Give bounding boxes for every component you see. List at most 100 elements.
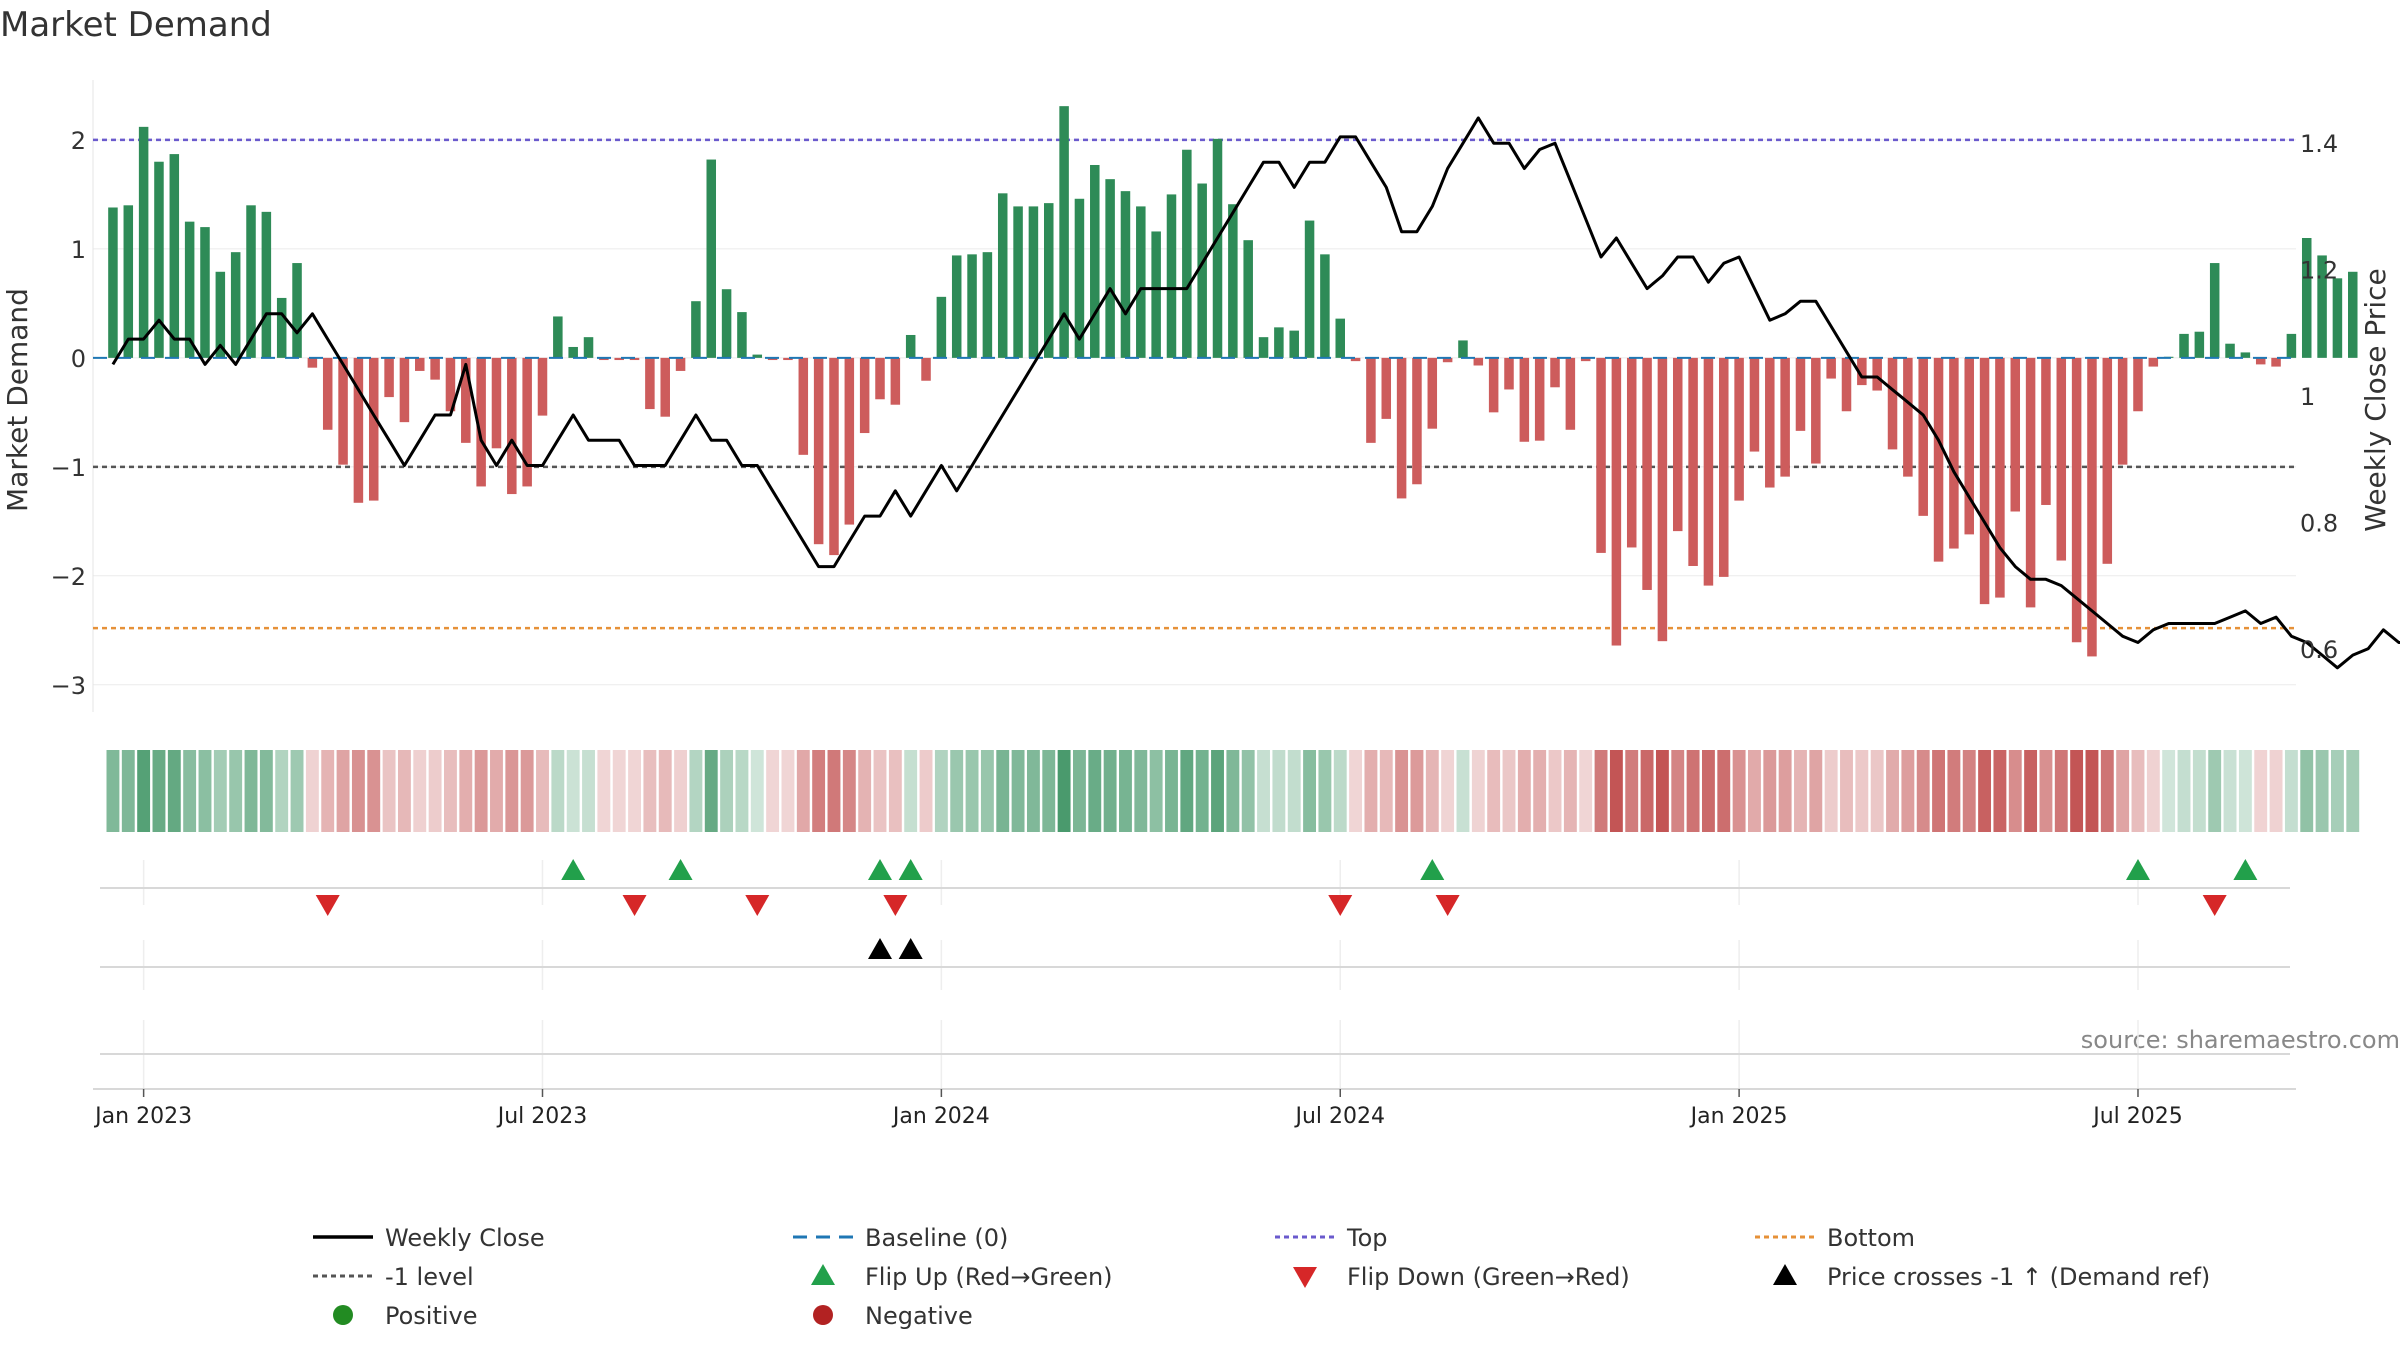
heat-cell: [934, 750, 948, 832]
heat-cell: [1794, 750, 1807, 832]
heat-cell: [1502, 750, 1516, 832]
heat-cell: [1855, 750, 1869, 832]
demand-bar: [2010, 357, 2021, 512]
heat-cell: [1241, 750, 1255, 832]
demand-bar: [1719, 357, 1729, 577]
heat-cell: [766, 750, 780, 832]
demand-bar: [1059, 106, 1069, 358]
heat-cell: [1026, 750, 1040, 832]
heat-cell: [2284, 750, 2298, 832]
demand-bar: [614, 357, 624, 361]
flip-up-marker: [2233, 859, 2258, 880]
heat-cell: [2039, 750, 2053, 832]
heat-cell: [1487, 750, 1501, 832]
demand-bar: [1857, 357, 1867, 386]
demand-bar: [2225, 343, 2235, 358]
demand-bar: [384, 357, 394, 398]
heat-cell: [704, 750, 718, 832]
demand-bar: [1826, 357, 1836, 379]
y-tick-label: −3: [51, 672, 86, 700]
demand-bar: [276, 297, 287, 358]
heat-cell: [536, 750, 549, 832]
demand-bar: [691, 301, 701, 358]
heat-cell: [152, 750, 166, 832]
legend-item-price-crosses-1-demand-ref-swatch: [1773, 1264, 1797, 1285]
demand-bar: [169, 154, 180, 358]
flip-up-marker: [1420, 859, 1445, 880]
demand-bar: [1243, 240, 1253, 358]
heat-cell: [1533, 750, 1547, 832]
heat-cell: [1609, 750, 1623, 832]
heat-cell: [351, 750, 365, 832]
heat-cell: [1349, 750, 1363, 832]
flip-up-marker: [2125, 859, 2150, 880]
heat-cell: [459, 750, 473, 832]
demand-bar: [246, 205, 256, 358]
heat-cell: [1165, 750, 1178, 832]
y-axis-ticks: 2 1 0 −1 −2 −3 1.4 1.2 1 0.8 0.6: [51, 127, 2339, 700]
heat-cell: [1303, 750, 1317, 832]
heat-cell: [1456, 750, 1470, 832]
demand-bar: [1442, 357, 1453, 363]
demand-bar: [1044, 203, 1054, 358]
demand-bar: [1504, 357, 1514, 390]
legend-item-weekly-close-label: Weekly Close: [385, 1224, 545, 1252]
demand-bar: [1887, 357, 1898, 450]
heat-cell: [305, 750, 319, 832]
heat-cell: [1870, 750, 1884, 832]
demand-bar: [1366, 357, 1376, 443]
demand-bar: [1381, 357, 1392, 419]
demand-bar: [1903, 357, 1913, 477]
demand-bar: [951, 255, 962, 358]
price-cross-panel: [100, 938, 2290, 990]
heat-cell: [1211, 750, 1224, 832]
heat-cell: [2300, 750, 2314, 832]
demand-bar: [921, 357, 931, 381]
demand-bar: [553, 316, 563, 358]
heat-cell: [2085, 750, 2099, 832]
heat-cell: [1195, 750, 1209, 832]
heat-cell: [1517, 750, 1531, 832]
legend-item-flip-up-red-green-label: Flip Up (Red→Green): [865, 1263, 1113, 1291]
demand-bar: [2102, 357, 2113, 564]
demand-bar: [338, 357, 348, 465]
heat-cell: [1379, 750, 1393, 832]
heat-cell: [2008, 750, 2022, 832]
heat-cell: [1778, 750, 1792, 832]
demand-bar: [599, 357, 609, 361]
demand-bar: [215, 271, 226, 358]
y-tick-label: −1: [51, 454, 86, 482]
heat-cell: [1701, 750, 1715, 832]
price-cross-marker: [898, 938, 923, 959]
flip-up-marker: [668, 859, 693, 880]
demand-bar: [1136, 206, 1146, 358]
y-right-tick-label: 0.8: [2300, 509, 2338, 537]
demand-bar: [1212, 138, 1223, 358]
reference-lines: [93, 138, 2296, 630]
heat-cell: [812, 750, 826, 832]
demand-bar: [1105, 179, 1115, 358]
demand-bar: [2056, 357, 2067, 561]
heat-cell: [1594, 750, 1608, 832]
legend-item-positive-label: Positive: [385, 1302, 478, 1330]
demand-bar: [1949, 357, 1959, 549]
heat-cell: [1824, 750, 1838, 832]
demand-bar: [1228, 204, 1238, 358]
demand-bar: [230, 252, 241, 358]
heat-cell: [1901, 750, 1915, 832]
heat-cell: [1947, 750, 1961, 832]
demand-bar: [491, 357, 502, 449]
heat-cell: [1441, 750, 1455, 832]
heat-cell: [2177, 750, 2191, 832]
heat-cell: [428, 750, 442, 832]
heat-cell: [1395, 750, 1409, 832]
heat-cell: [1993, 750, 2007, 832]
y-axis-label-left: Market Demand: [1, 288, 34, 512]
heat-cell: [1149, 750, 1163, 832]
y-tick-label: 1: [71, 236, 86, 264]
demand-bar: [1350, 357, 1361, 362]
demand-bar: [1550, 357, 1560, 388]
heat-cell: [904, 750, 918, 832]
demand-bar: [2179, 333, 2189, 358]
